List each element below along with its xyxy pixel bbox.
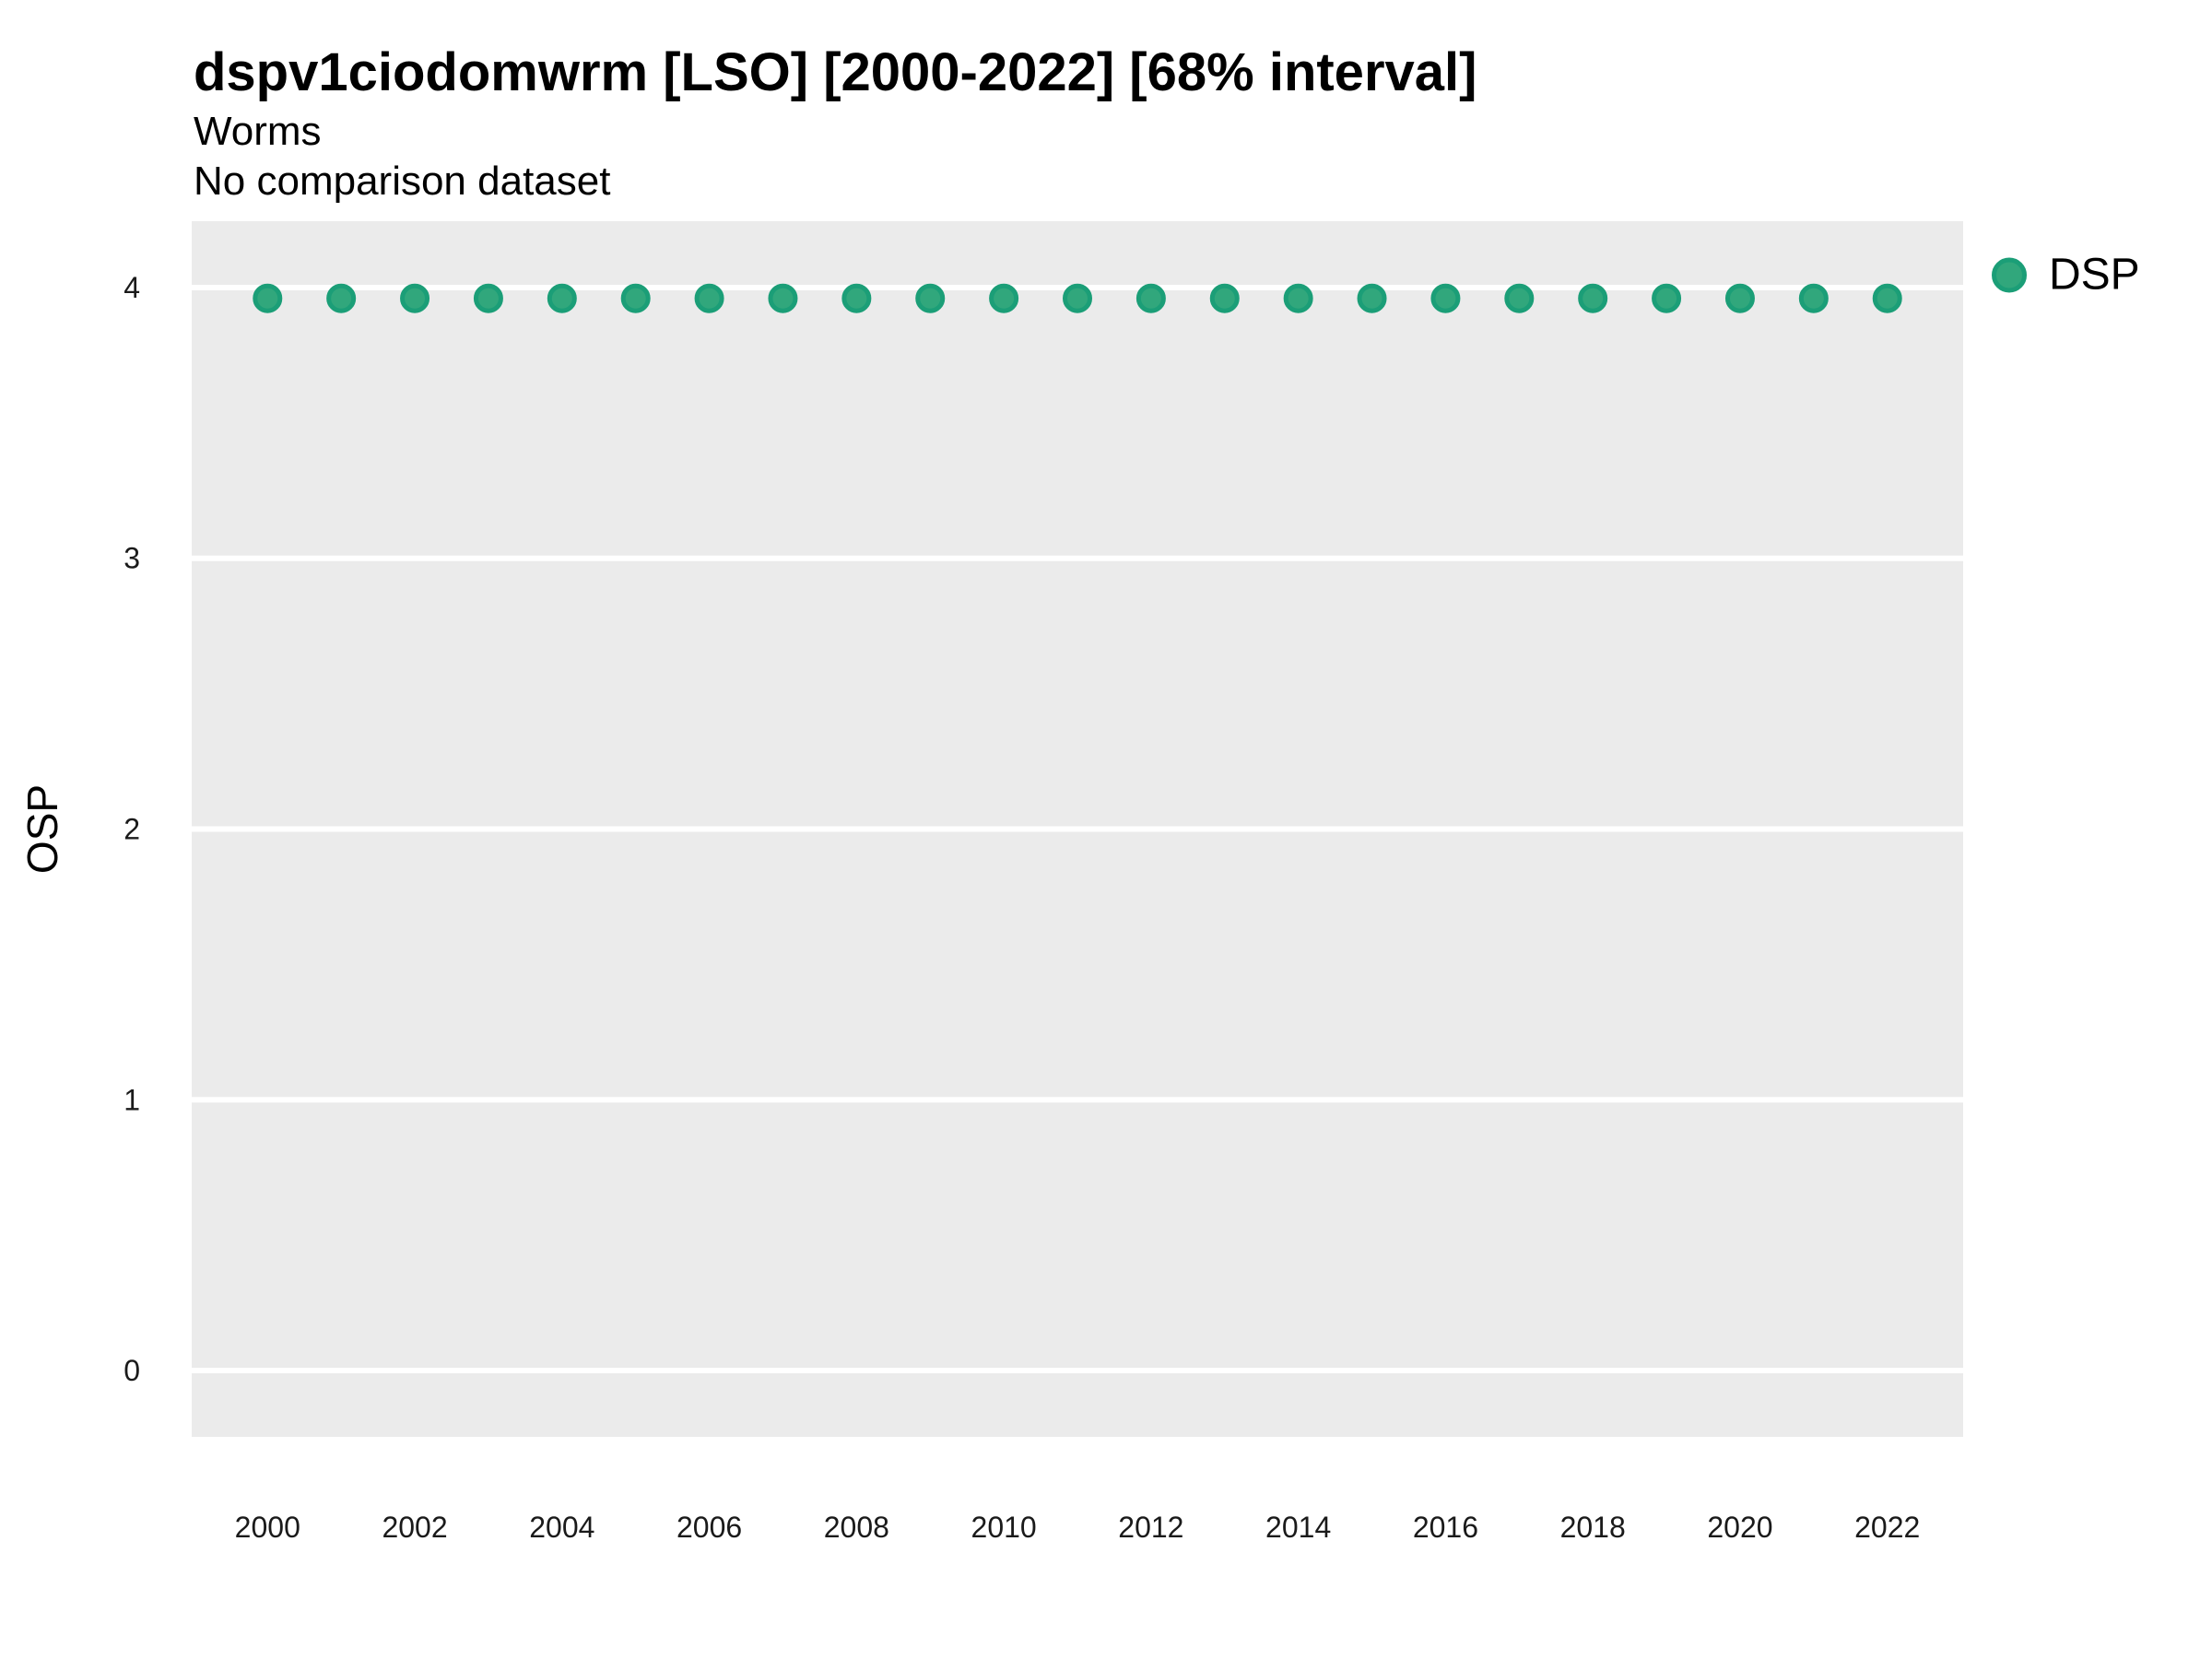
legend-label: DSP xyxy=(2049,250,2140,300)
x-tick-label-2014: 2014 xyxy=(1265,1511,1331,1544)
y-tick-label-4: 4 xyxy=(124,271,140,304)
y-tick-label-3: 3 xyxy=(124,542,140,575)
data-point-DSP-2007 xyxy=(768,283,798,313)
x-tick-label-2012: 2012 xyxy=(1118,1511,1183,1544)
data-point-DSP-2019 xyxy=(1652,283,1682,313)
data-point-DSP-2006 xyxy=(694,283,724,313)
data-point-DSP-2005 xyxy=(620,283,651,313)
legend: DSP xyxy=(1992,250,2140,300)
data-point-DSP-2016 xyxy=(1430,283,1461,313)
data-point-DSP-2015 xyxy=(1357,283,1387,313)
x-tick-label-2008: 2008 xyxy=(824,1511,889,1544)
data-point-DSP-2009 xyxy=(915,283,946,313)
data-point-DSP-2000 xyxy=(253,283,283,313)
data-point-DSP-2021 xyxy=(1798,283,1829,313)
legend-key-dot xyxy=(1992,257,2027,292)
data-point-DSP-2022 xyxy=(1872,283,1902,313)
x-tick-label-2006: 2006 xyxy=(677,1511,742,1544)
x-tick-label-2016: 2016 xyxy=(1413,1511,1478,1544)
x-tick-label-2000: 2000 xyxy=(235,1511,300,1544)
y-tick-label-1: 1 xyxy=(124,1083,140,1116)
comparison-note: No comparison dataset xyxy=(194,159,611,204)
data-point-DSP-2017 xyxy=(1504,283,1535,313)
data-point-DSP-2013 xyxy=(1209,283,1240,313)
y-axis-title: OSP xyxy=(18,784,66,874)
y-tick-label-2: 2 xyxy=(124,813,140,846)
x-tick-label-2022: 2022 xyxy=(1854,1511,1920,1544)
x-tick-label-2018: 2018 xyxy=(1560,1511,1626,1544)
data-point-DSP-2018 xyxy=(1578,283,1608,313)
data-point-DSP-2014 xyxy=(1283,283,1313,313)
data-point-DSP-2020 xyxy=(1724,283,1755,313)
chart-subtitle: Worms xyxy=(194,109,322,154)
chart-title: dspv1ciodomwrm [LSO] [2000-2022] [68% in… xyxy=(194,42,1477,102)
y-tick-label-0: 0 xyxy=(124,1354,140,1387)
data-point-DSP-2012 xyxy=(1135,283,1166,313)
data-point-DSP-2001 xyxy=(326,283,357,313)
data-point-DSP-2010 xyxy=(989,283,1019,313)
data-point-DSP-2004 xyxy=(547,283,577,313)
data-point-DSP-2002 xyxy=(400,283,430,313)
x-tick-label-2010: 2010 xyxy=(971,1511,1037,1544)
x-tick-label-2002: 2002 xyxy=(382,1511,447,1544)
x-tick-label-2004: 2004 xyxy=(529,1511,594,1544)
x-tick-label-2020: 2020 xyxy=(1707,1511,1772,1544)
data-point-DSP-2008 xyxy=(841,283,872,313)
data-point-DSP-2003 xyxy=(473,283,503,313)
data-point-DSP-2011 xyxy=(1063,283,1092,313)
